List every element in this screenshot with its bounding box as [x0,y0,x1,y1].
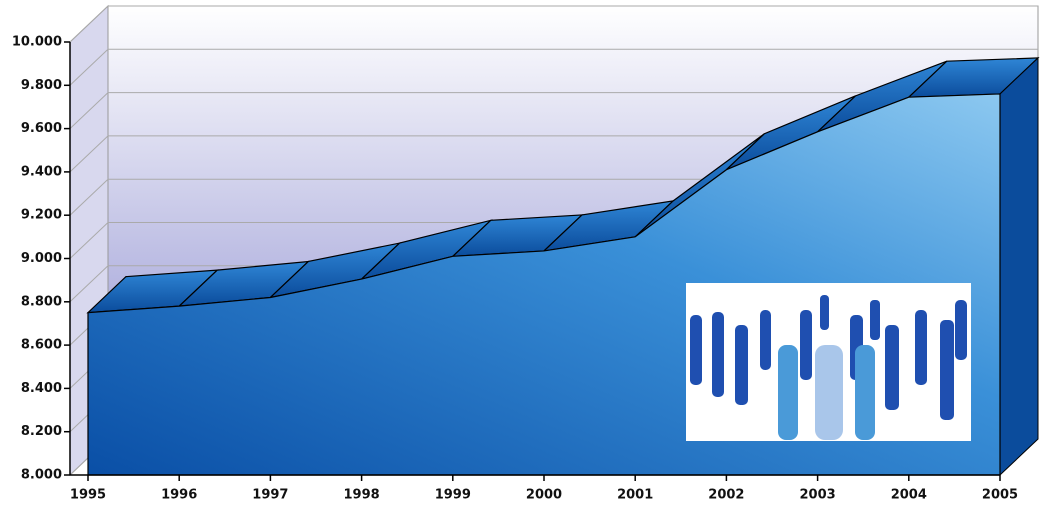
y-tick-label: 8.400 [21,381,62,396]
area-side [999,56,1039,477]
x-tick-label: 2002 [708,488,744,503]
y-tick-label: 8.200 [21,424,62,439]
x-tick-label: 1999 [435,488,471,503]
y-tick-label: 9.800 [21,78,62,93]
grid-line [69,92,1038,129]
y-tick-label: 9.200 [21,208,62,223]
grid-line [69,135,1038,173]
y-tick-label: 9.600 [21,121,62,136]
x-tick-label: 1996 [161,488,197,503]
x-tick-label: 1998 [344,488,380,503]
grid-line [69,5,1038,43]
grid-line [69,48,1038,86]
y-tick-label: 8.800 [21,294,62,309]
people-image [686,283,971,441]
x-tick-label: 2005 [982,488,1018,503]
y-tick-label: 9.400 [21,164,62,179]
y-tick-label: 8.000 [21,468,62,483]
x-tick-label: 2003 [800,488,836,503]
y-tick-label: 9.000 [21,251,62,266]
x-tick-label: 2000 [526,488,562,503]
x-tick-label: 1995 [70,488,106,503]
y-tick-label: 10.000 [12,35,62,50]
x-tick-label: 2004 [891,488,927,503]
x-tick-label: 2001 [617,488,653,503]
y-tick-label: 8.600 [21,338,62,353]
x-tick-label: 1997 [252,488,288,503]
